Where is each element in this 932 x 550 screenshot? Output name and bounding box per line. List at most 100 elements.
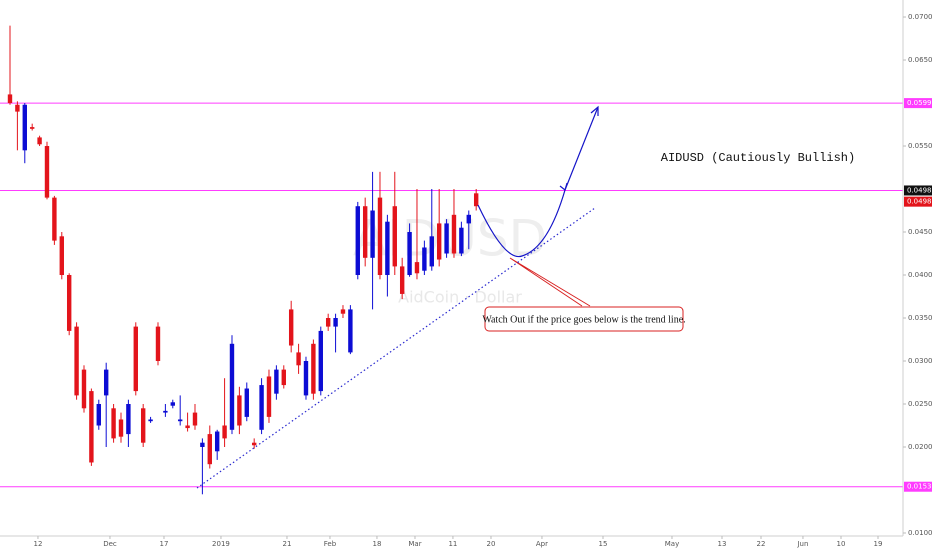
candle-body: [274, 369, 279, 394]
price-label: 0.01538: [907, 483, 932, 491]
candle-body: [340, 309, 346, 314]
candle-body: [296, 352, 301, 366]
x-tick-label: 22: [757, 540, 766, 548]
x-tick-label: 17: [160, 540, 169, 548]
candle-body: [22, 104, 27, 151]
candle-body: [325, 318, 331, 327]
price-label-box: [904, 481, 932, 492]
candle-body: [244, 388, 249, 417]
projection-arrowhead: [590, 105, 599, 116]
candle-body: [355, 206, 360, 276]
candle-body: [111, 408, 116, 439]
last-price-box: [904, 196, 932, 207]
x-tick-label: Feb: [324, 540, 337, 548]
candle-body: [15, 104, 20, 112]
candle-body: [473, 193, 479, 207]
candle-body: [459, 227, 464, 254]
candle-body: [155, 326, 161, 362]
x-tick-label: 10: [837, 540, 846, 548]
candle-body: [59, 236, 64, 276]
candle-body: [148, 419, 153, 422]
candle-body: [407, 232, 412, 276]
candle-body: [392, 206, 397, 267]
callout-pointer: [509, 257, 591, 307]
projection-curve: [477, 189, 566, 258]
candle-body: [126, 403, 131, 435]
candle-body: [429, 236, 434, 267]
candle-body: [44, 146, 50, 198]
candle-body: [259, 385, 264, 430]
candle-body: [288, 309, 294, 346]
x-tick-label: 19: [874, 540, 883, 548]
x-tick-label: 15: [599, 540, 608, 548]
candle-layer: [7, 25, 479, 495]
candle-body: [466, 214, 471, 224]
x-tick-label: Dec: [103, 540, 117, 548]
candle-body: [377, 197, 383, 276]
x-tick-label: 21: [283, 540, 292, 548]
candle-body: [52, 197, 57, 241]
candle-body: [177, 419, 183, 422]
candle-body: [133, 326, 138, 392]
candle-body: [451, 214, 457, 254]
candle-body: [163, 410, 168, 413]
candle-body: [222, 425, 227, 439]
candle-body: [207, 434, 212, 465]
last-price-label: 0.04981: [907, 198, 932, 206]
candle-body: [436, 223, 442, 260]
chart-title: AIDUSD (Cautiously Bullish): [661, 151, 855, 165]
candle-body: [118, 419, 124, 437]
price-label-box: [904, 98, 932, 109]
callout-box: [484, 306, 684, 332]
candle-body: [251, 442, 257, 446]
x-tick-label: 11: [448, 540, 457, 548]
candle-body: [170, 402, 175, 406]
candle-body: [444, 223, 449, 254]
candle-body: [81, 369, 87, 409]
x-tick-label: 20: [487, 540, 496, 548]
candle-body: [66, 275, 72, 331]
candle-body: [311, 343, 316, 394]
candle-body: [89, 391, 94, 463]
candle-body: [414, 262, 420, 274]
x-tick-label: 2019: [212, 540, 230, 548]
x-tick-label: May: [665, 540, 679, 548]
projection-line: [564, 106, 599, 191]
candle-body: [281, 369, 286, 386]
candle-body: [74, 326, 79, 396]
candle-body: [385, 221, 390, 276]
candle-body: [103, 369, 109, 396]
candle-body: [200, 442, 205, 447]
price-label-box: [904, 185, 932, 196]
overlay-layer: Watch Out if the price goes below is the…: [196, 105, 855, 489]
watermark-subtitle: AidCoin · Dollar: [398, 288, 522, 307]
candle-body: [362, 206, 368, 258]
x-tick-label: Mar: [408, 540, 421, 548]
x-tick-label: 18: [372, 540, 381, 548]
candle-body: [185, 425, 190, 429]
callout-text: Watch Out if the price goes below is the…: [482, 314, 685, 325]
candle-body: [29, 127, 35, 129]
candle-body: [140, 408, 146, 443]
candle-body: [229, 343, 235, 430]
x-tick-label: 12: [34, 540, 43, 548]
candle-body: [266, 376, 272, 417]
x-tick-label: Apr: [536, 540, 548, 548]
price-label: 0.04983: [907, 186, 932, 194]
candle-body: [96, 403, 101, 426]
candle-body: [348, 309, 353, 353]
candle-body: [318, 330, 323, 392]
candle-body: [399, 266, 405, 294]
